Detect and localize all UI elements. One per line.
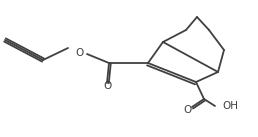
Text: O: O [183, 105, 191, 115]
Text: O: O [75, 48, 83, 58]
Text: O: O [103, 81, 111, 91]
Text: OH: OH [222, 101, 238, 111]
